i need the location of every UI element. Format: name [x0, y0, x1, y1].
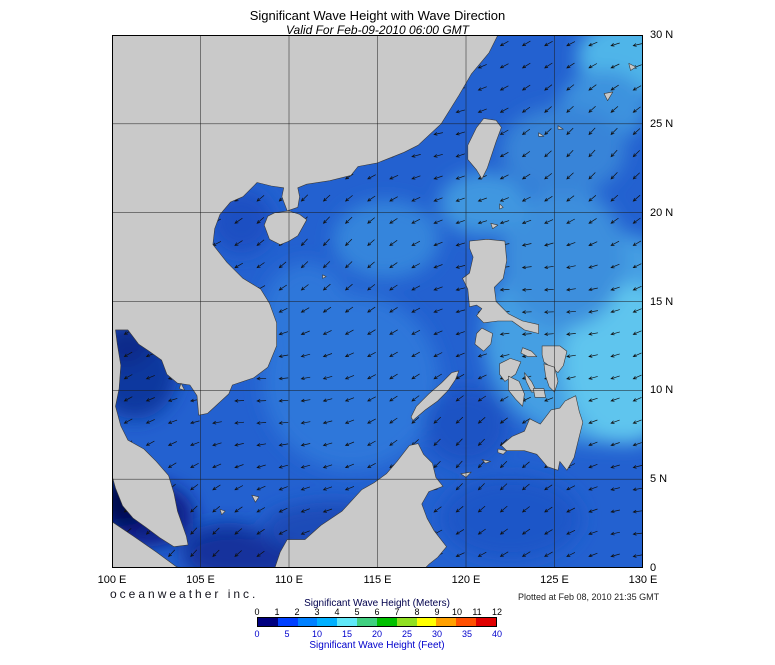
- feet-tick-5: 5: [284, 629, 290, 639]
- valid-time-subtitle: Valid For Feb-09-2010 06:00 GMT: [286, 23, 469, 37]
- legend-cell-4: [337, 618, 358, 626]
- lat-label-15: 15 N: [650, 295, 674, 308]
- meters-tick-2: 2: [294, 607, 300, 617]
- lon-label-130: 130 E: [628, 574, 658, 586]
- meters-tick-0: 0: [254, 607, 260, 617]
- legend-cell-1: [277, 618, 298, 626]
- lon-label-100: 100 E: [97, 574, 127, 586]
- lon-label-110: 110 E: [275, 574, 303, 586]
- page-title: Significant Wave Height with Wave Direct…: [249, 8, 506, 23]
- land-anambas: [219, 509, 226, 515]
- meters-tick-12: 12: [491, 607, 503, 617]
- land-palawan: [410, 370, 460, 421]
- feet-tick-40: 40: [491, 629, 503, 639]
- feet-tick-30: 30: [431, 629, 443, 639]
- legend-cell-8: [416, 618, 437, 626]
- shade-east-taiwan: [501, 106, 626, 195]
- land-basilan: [497, 448, 507, 455]
- land-borneo: [274, 443, 447, 568]
- meters-tick-1: 1: [274, 607, 280, 617]
- feet-tick-35: 35: [461, 629, 473, 639]
- legend-cell-5: [357, 618, 377, 626]
- feet-tick-25: 25: [401, 629, 413, 639]
- map-frame: [112, 35, 643, 568]
- shade-north-scs-light: [333, 200, 440, 279]
- land-mindoro: [474, 327, 493, 352]
- legend-meters-title: Significant Wave Height (Meters): [304, 598, 450, 609]
- land-paracel: [322, 274, 327, 279]
- legend-cell-2: [297, 618, 318, 626]
- feet-tick-0: 0: [254, 629, 260, 639]
- shade-java-sea: [182, 537, 307, 568]
- land-miyako: [557, 125, 564, 130]
- land-bohol: [533, 388, 546, 398]
- lat-label-0: 0: [650, 562, 657, 574]
- feet-tick-10: 10: [311, 629, 323, 639]
- legend-cell-0: [258, 618, 278, 626]
- shade-vietnam-offshore: [260, 262, 353, 377]
- land-asia-mainland: [112, 35, 499, 547]
- land-babuyan: [490, 223, 499, 229]
- legend-cell-9: [436, 618, 457, 626]
- meters-tick-10: 10: [451, 607, 463, 617]
- lat-label-10: 10 N: [650, 384, 674, 397]
- land-masbate: [520, 347, 538, 357]
- shade-philippine-sea-mid: [501, 186, 626, 329]
- lat-label-20: 20 N: [650, 206, 674, 219]
- land-sumatra: [112, 521, 180, 568]
- legend-cell-11: [476, 618, 496, 626]
- legend-cell-6: [376, 618, 397, 626]
- legend-cell-3: [317, 618, 338, 626]
- legend-cell-10: [456, 618, 477, 626]
- lat-label-30: 30 N: [650, 29, 674, 41]
- land-amami: [628, 63, 637, 71]
- shade-celebes-sea: [439, 475, 582, 561]
- legend-cell-7: [396, 618, 417, 626]
- lon-label-115: 115 E: [363, 574, 392, 586]
- meters-tick-11: 11: [472, 607, 482, 617]
- land-ishigaki: [538, 132, 545, 137]
- land-okinawa: [603, 91, 614, 101]
- land-jolo: [481, 459, 492, 464]
- wave-map-svg: [112, 35, 643, 568]
- lat-label-25: 25 N: [650, 117, 674, 130]
- lon-label-105: 105 E: [186, 574, 215, 586]
- lon-label-125: 125 E: [540, 574, 569, 586]
- land-batanes: [499, 203, 504, 210]
- land-luzon: [462, 239, 539, 334]
- land-panay: [499, 358, 522, 382]
- shade-luzon-strait-light: [439, 171, 528, 236]
- feet-tick-20: 20: [371, 629, 383, 639]
- feet-tick-15: 15: [341, 629, 353, 639]
- legend-feet-title: Significant Wave Height (Feet): [309, 640, 445, 651]
- graticule: [112, 35, 643, 568]
- land-phu-quoc: [179, 382, 185, 391]
- oceanweather-branding: oceanweather inc.: [110, 587, 259, 601]
- plotted-timestamp: Plotted at Feb 08, 2010 21:35 GMT: [518, 592, 660, 602]
- land-mindanao: [501, 395, 584, 471]
- legend-colorbar: [257, 617, 497, 627]
- land-natuna: [251, 494, 260, 503]
- lon-label-120: 120 E: [451, 574, 481, 586]
- lat-label-5: 5 N: [650, 473, 668, 486]
- land-taiwan: [467, 118, 502, 180]
